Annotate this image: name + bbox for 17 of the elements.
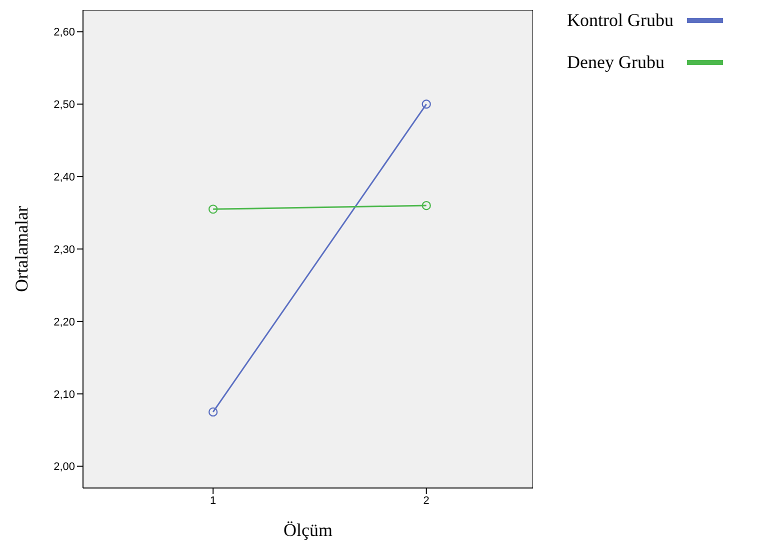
x-axis-title: Ölçüm bbox=[284, 520, 332, 540]
point bbox=[208, 204, 218, 214]
y-axis-title: Ortalamalar bbox=[11, 206, 32, 292]
point bbox=[208, 407, 218, 417]
y-tick-label: 2,20 bbox=[54, 316, 75, 328]
x-tick-label: 1 bbox=[210, 494, 216, 507]
y-tick-label: 2,30 bbox=[54, 244, 75, 256]
point bbox=[422, 100, 431, 109]
y-tick-label: 2,40 bbox=[54, 171, 75, 184]
y-tick-label: 2,10 bbox=[54, 388, 75, 401]
y-tick-label: 2,50 bbox=[54, 99, 75, 112]
x-tick-label: 2 bbox=[423, 494, 430, 507]
y-tick-label: 2,00 bbox=[54, 461, 75, 474]
legend-label: Kontrol Grubu bbox=[567, 10, 674, 31]
legend-label: Deney Grubu bbox=[567, 52, 666, 73]
y-tick-label: 2,60 bbox=[54, 26, 75, 39]
point bbox=[422, 200, 431, 210]
